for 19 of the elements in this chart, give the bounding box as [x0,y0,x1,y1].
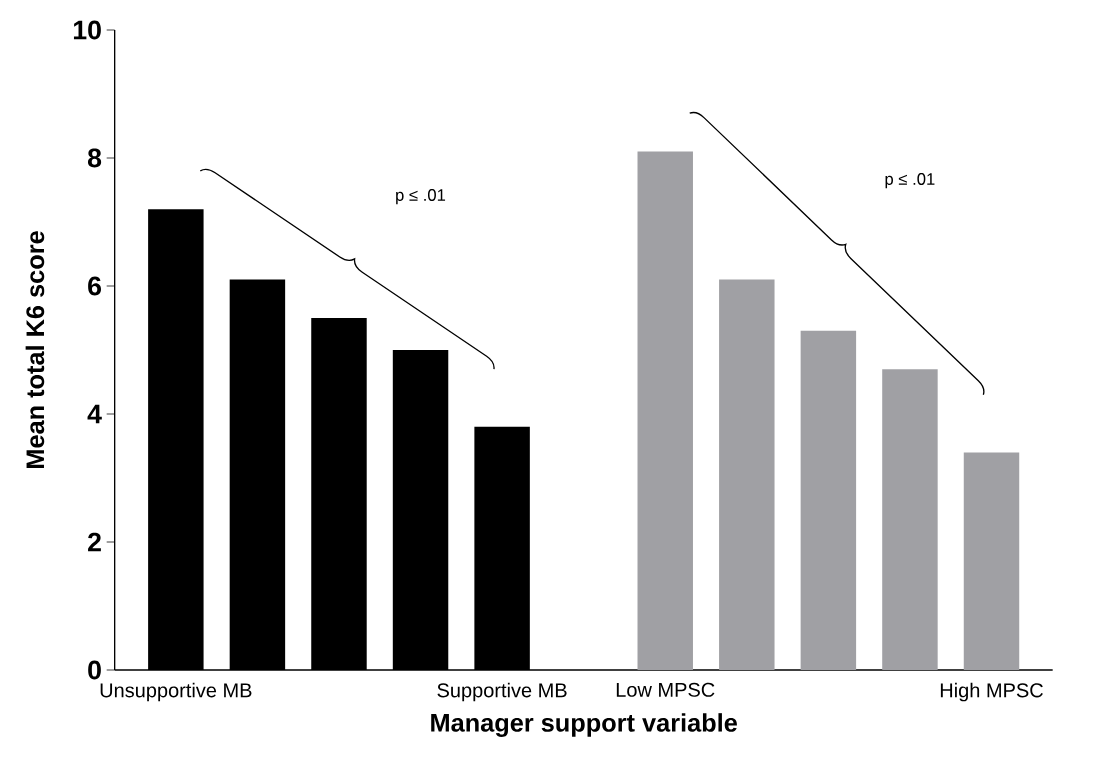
y-tick-label: 4 [87,404,102,424]
bar [637,151,693,670]
y-tick-label: 2 [88,532,101,552]
annotation: p ≤ .01 [396,189,446,205]
x-tick-label: Low MPSC [616,682,715,697]
bar [882,369,938,670]
y-axis-title: Mean total K6 score [25,231,45,468]
x-tick-label: Supportive MB [437,682,567,702]
x-tick-label: High MPSC [940,682,1043,702]
y-tick-label: 6 [88,276,101,296]
y-tick-label: 0 [88,660,101,680]
annotation: p ≤ .01 [885,173,935,189]
x-axis-title: Manager support variable [431,713,737,737]
bar [719,279,775,670]
y-tick-label: 8 [87,148,102,168]
y-tick-label: 10 [73,20,101,40]
x-tick-label: Unsupportive MB [100,682,252,702]
bar [963,452,1020,670]
bar [800,330,857,670]
